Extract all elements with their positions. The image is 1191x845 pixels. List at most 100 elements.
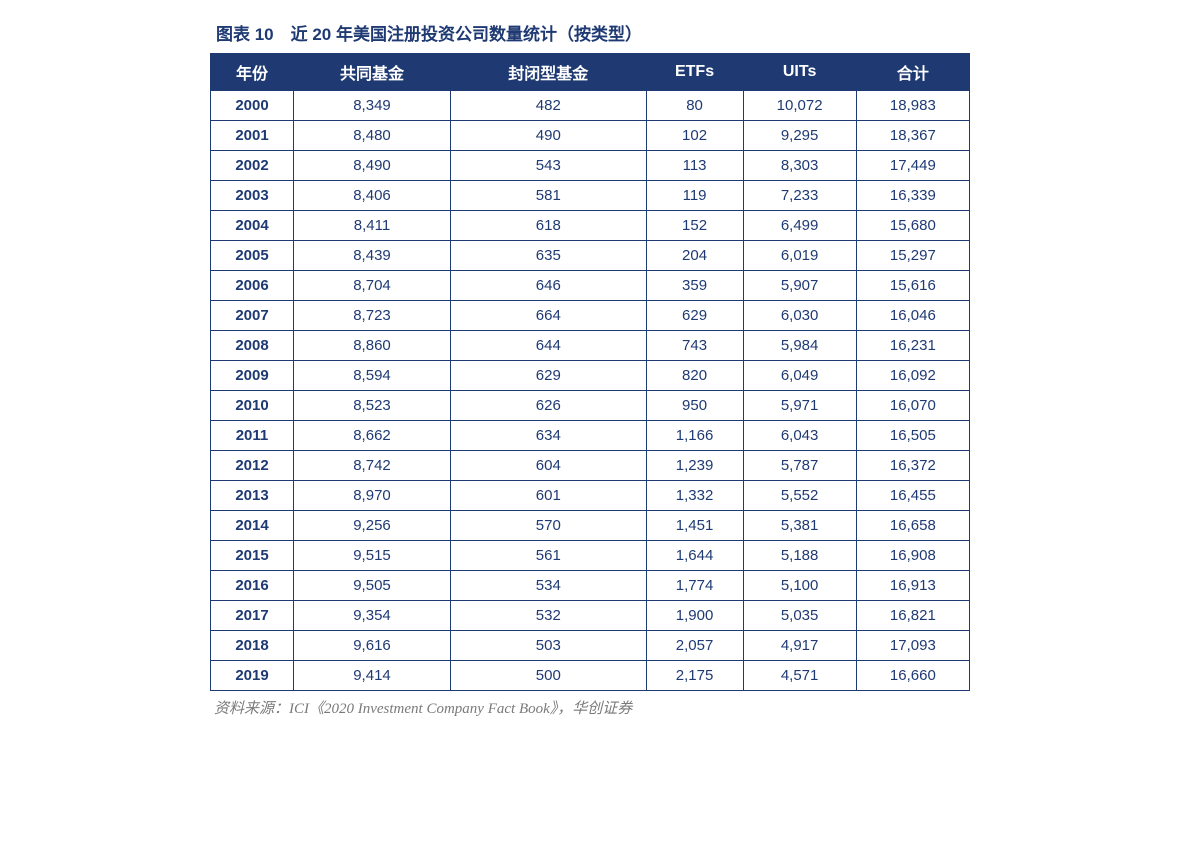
year-cell: 2015 [211, 541, 294, 571]
value-cell: 8,662 [294, 421, 451, 451]
value-cell: 534 [450, 571, 646, 601]
year-cell: 2004 [211, 211, 294, 241]
value-cell: 119 [646, 181, 743, 211]
value-cell: 16,339 [856, 181, 969, 211]
value-cell: 629 [646, 301, 743, 331]
value-cell: 1,774 [646, 571, 743, 601]
col-header-1: 共同基金 [294, 54, 451, 91]
value-cell: 581 [450, 181, 646, 211]
value-cell: 1,239 [646, 451, 743, 481]
value-cell: 1,644 [646, 541, 743, 571]
table-row: 20118,6626341,1666,04316,505 [211, 421, 970, 451]
table-title: 图表 10 近 20 年美国注册投资公司数量统计（按类型） [210, 20, 1091, 45]
value-cell: 532 [450, 601, 646, 631]
year-cell: 2011 [211, 421, 294, 451]
value-cell: 6,019 [743, 241, 856, 271]
year-cell: 2016 [211, 571, 294, 601]
value-cell: 9,505 [294, 571, 451, 601]
value-cell: 646 [450, 271, 646, 301]
value-cell: 1,451 [646, 511, 743, 541]
source-note: 资料来源：ICI《2020 Investment Company Fact Bo… [210, 697, 1091, 718]
table-row: 20179,3545321,9005,03516,821 [211, 601, 970, 631]
value-cell: 5,100 [743, 571, 856, 601]
col-header-3: ETFs [646, 54, 743, 91]
value-cell: 204 [646, 241, 743, 271]
value-cell: 5,381 [743, 511, 856, 541]
value-cell: 8,303 [743, 151, 856, 181]
col-header-2: 封闭型基金 [450, 54, 646, 91]
value-cell: 359 [646, 271, 743, 301]
value-cell: 820 [646, 361, 743, 391]
table-row: 20159,5155611,6445,18816,908 [211, 541, 970, 571]
year-cell: 2005 [211, 241, 294, 271]
table-row: 20048,4116181526,49915,680 [211, 211, 970, 241]
table-row: 20058,4396352046,01915,297 [211, 241, 970, 271]
value-cell: 8,742 [294, 451, 451, 481]
value-cell: 9,616 [294, 631, 451, 661]
year-cell: 2001 [211, 121, 294, 151]
table-body: 20008,3494828010,07218,98320018,48049010… [211, 91, 970, 691]
value-cell: 8,594 [294, 361, 451, 391]
value-cell: 17,449 [856, 151, 969, 181]
value-cell: 16,046 [856, 301, 969, 331]
value-cell: 570 [450, 511, 646, 541]
value-cell: 5,188 [743, 541, 856, 571]
year-cell: 2000 [211, 91, 294, 121]
col-header-5: 合计 [856, 54, 969, 91]
value-cell: 604 [450, 451, 646, 481]
year-cell: 2014 [211, 511, 294, 541]
value-cell: 9,256 [294, 511, 451, 541]
table-row: 20108,5236269505,97116,070 [211, 391, 970, 421]
value-cell: 16,908 [856, 541, 969, 571]
value-cell: 482 [450, 91, 646, 121]
year-cell: 2002 [211, 151, 294, 181]
value-cell: 5,971 [743, 391, 856, 421]
value-cell: 16,660 [856, 661, 969, 691]
value-cell: 18,983 [856, 91, 969, 121]
value-cell: 6,030 [743, 301, 856, 331]
value-cell: 8,490 [294, 151, 451, 181]
year-cell: 2007 [211, 301, 294, 331]
table-row: 20128,7426041,2395,78716,372 [211, 451, 970, 481]
value-cell: 8,411 [294, 211, 451, 241]
year-cell: 2006 [211, 271, 294, 301]
value-cell: 1,900 [646, 601, 743, 631]
year-cell: 2010 [211, 391, 294, 421]
value-cell: 9,295 [743, 121, 856, 151]
value-cell: 5,552 [743, 481, 856, 511]
table-row: 20199,4145002,1754,57116,660 [211, 661, 970, 691]
value-cell: 8,970 [294, 481, 451, 511]
value-cell: 16,070 [856, 391, 969, 421]
table-header: 年份共同基金封闭型基金ETFsUITs合计 [211, 54, 970, 91]
value-cell: 16,913 [856, 571, 969, 601]
table-row: 20068,7046463595,90715,616 [211, 271, 970, 301]
value-cell: 629 [450, 361, 646, 391]
table-row: 20078,7236646296,03016,046 [211, 301, 970, 331]
value-cell: 8,406 [294, 181, 451, 211]
value-cell: 80 [646, 91, 743, 121]
value-cell: 5,907 [743, 271, 856, 301]
value-cell: 500 [450, 661, 646, 691]
value-cell: 16,372 [856, 451, 969, 481]
value-cell: 9,414 [294, 661, 451, 691]
col-header-0: 年份 [211, 54, 294, 91]
value-cell: 7,233 [743, 181, 856, 211]
value-cell: 503 [450, 631, 646, 661]
value-cell: 635 [450, 241, 646, 271]
value-cell: 490 [450, 121, 646, 151]
value-cell: 8,439 [294, 241, 451, 271]
table-row: 20189,6165032,0574,91717,093 [211, 631, 970, 661]
value-cell: 5,787 [743, 451, 856, 481]
value-cell: 16,092 [856, 361, 969, 391]
value-cell: 4,917 [743, 631, 856, 661]
value-cell: 8,860 [294, 331, 451, 361]
table-row: 20149,2565701,4515,38116,658 [211, 511, 970, 541]
value-cell: 16,231 [856, 331, 969, 361]
value-cell: 15,616 [856, 271, 969, 301]
value-cell: 6,499 [743, 211, 856, 241]
value-cell: 4,571 [743, 661, 856, 691]
table-row: 20018,4804901029,29518,367 [211, 121, 970, 151]
year-cell: 2009 [211, 361, 294, 391]
value-cell: 6,049 [743, 361, 856, 391]
value-cell: 664 [450, 301, 646, 331]
